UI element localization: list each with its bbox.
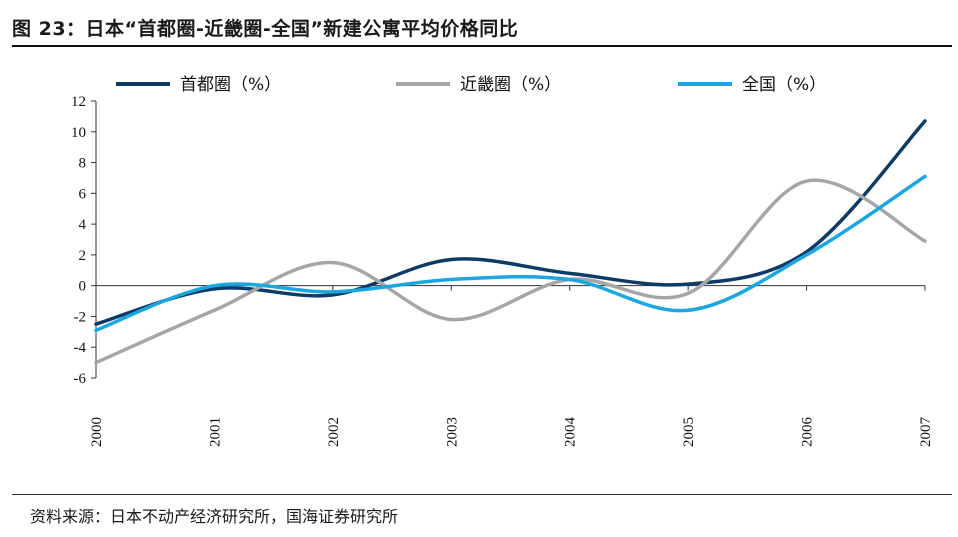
chart-axes: 12 10 8 6 4 2 0 -2 -4 -6 2000 2001 2002 2003 2004 2005 2… — [71, 94, 934, 447]
x-tick-label: 2006 — [800, 417, 816, 448]
x-tick-label: 2007 — [918, 417, 934, 448]
x-tick-label: 2004 — [563, 417, 579, 448]
x-tick-label: 2002 — [326, 417, 342, 447]
chart-series — [94, 119, 927, 365]
source-divider — [12, 494, 952, 495]
legend-label-2: 近畿圈（%） — [460, 75, 561, 95]
source-note: 资料来源：日本不动产经济研究所，国海证券研究所 — [30, 507, 399, 526]
x-tick-label: 2005 — [681, 417, 697, 447]
x-tick-label: 2003 — [444, 417, 460, 447]
y-tick-label: 4 — [79, 217, 87, 233]
series-line-2 — [94, 178, 927, 365]
y-tick-label: 12 — [71, 94, 86, 110]
title-divider — [12, 45, 952, 47]
series-line-1 — [94, 119, 927, 326]
x-tick-label: 2001 — [207, 417, 223, 447]
series-line-3 — [94, 174, 927, 333]
y-tick-label: 8 — [79, 156, 87, 172]
y-tick-label: 10 — [71, 125, 86, 141]
legend-label-3: 全国（%） — [742, 75, 826, 95]
y-tick-label: -6 — [74, 371, 87, 387]
y-tick-label: 6 — [79, 186, 87, 202]
figure-title: 图 23：日本“首都圈-近畿圈-全国”新建公寓平均价格同比 — [12, 18, 519, 40]
line-chart: 首都圈（%） 近畿圈（%） 全国（%） 12 10 8 6 4 2 0 -2 -4 -6 2000 200… — [71, 75, 934, 447]
y-tick-label: -2 — [74, 309, 87, 325]
legend-label-1: 首都圈（%） — [180, 75, 281, 95]
y-tick-label: -4 — [74, 340, 87, 356]
chart-legend: 首都圈（%） 近畿圈（%） 全国（%） — [116, 75, 826, 95]
y-tick-label: 2 — [79, 248, 87, 264]
x-tick-label: 2000 — [89, 417, 105, 447]
y-tick-label: 0 — [79, 279, 87, 295]
